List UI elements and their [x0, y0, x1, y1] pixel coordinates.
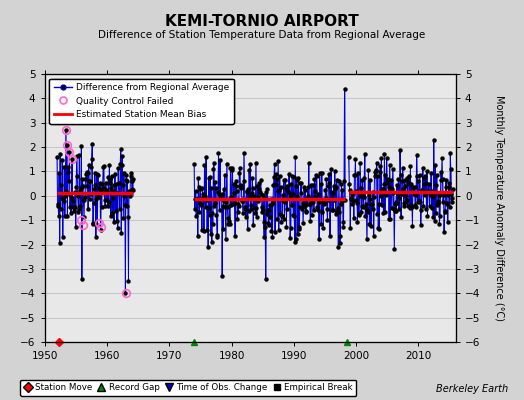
Text: Berkeley Earth: Berkeley Earth [436, 384, 508, 394]
Y-axis label: Monthly Temperature Anomaly Difference (°C): Monthly Temperature Anomaly Difference (… [494, 95, 504, 321]
Legend: Station Move, Record Gap, Time of Obs. Change, Empirical Break: Station Move, Record Gap, Time of Obs. C… [20, 380, 356, 396]
Text: Difference of Station Temperature Data from Regional Average: Difference of Station Temperature Data f… [99, 30, 425, 40]
Legend: Difference from Regional Average, Quality Control Failed, Estimated Station Mean: Difference from Regional Average, Qualit… [49, 78, 234, 124]
Text: KEMI-TORNIO AIRPORT: KEMI-TORNIO AIRPORT [165, 14, 359, 29]
